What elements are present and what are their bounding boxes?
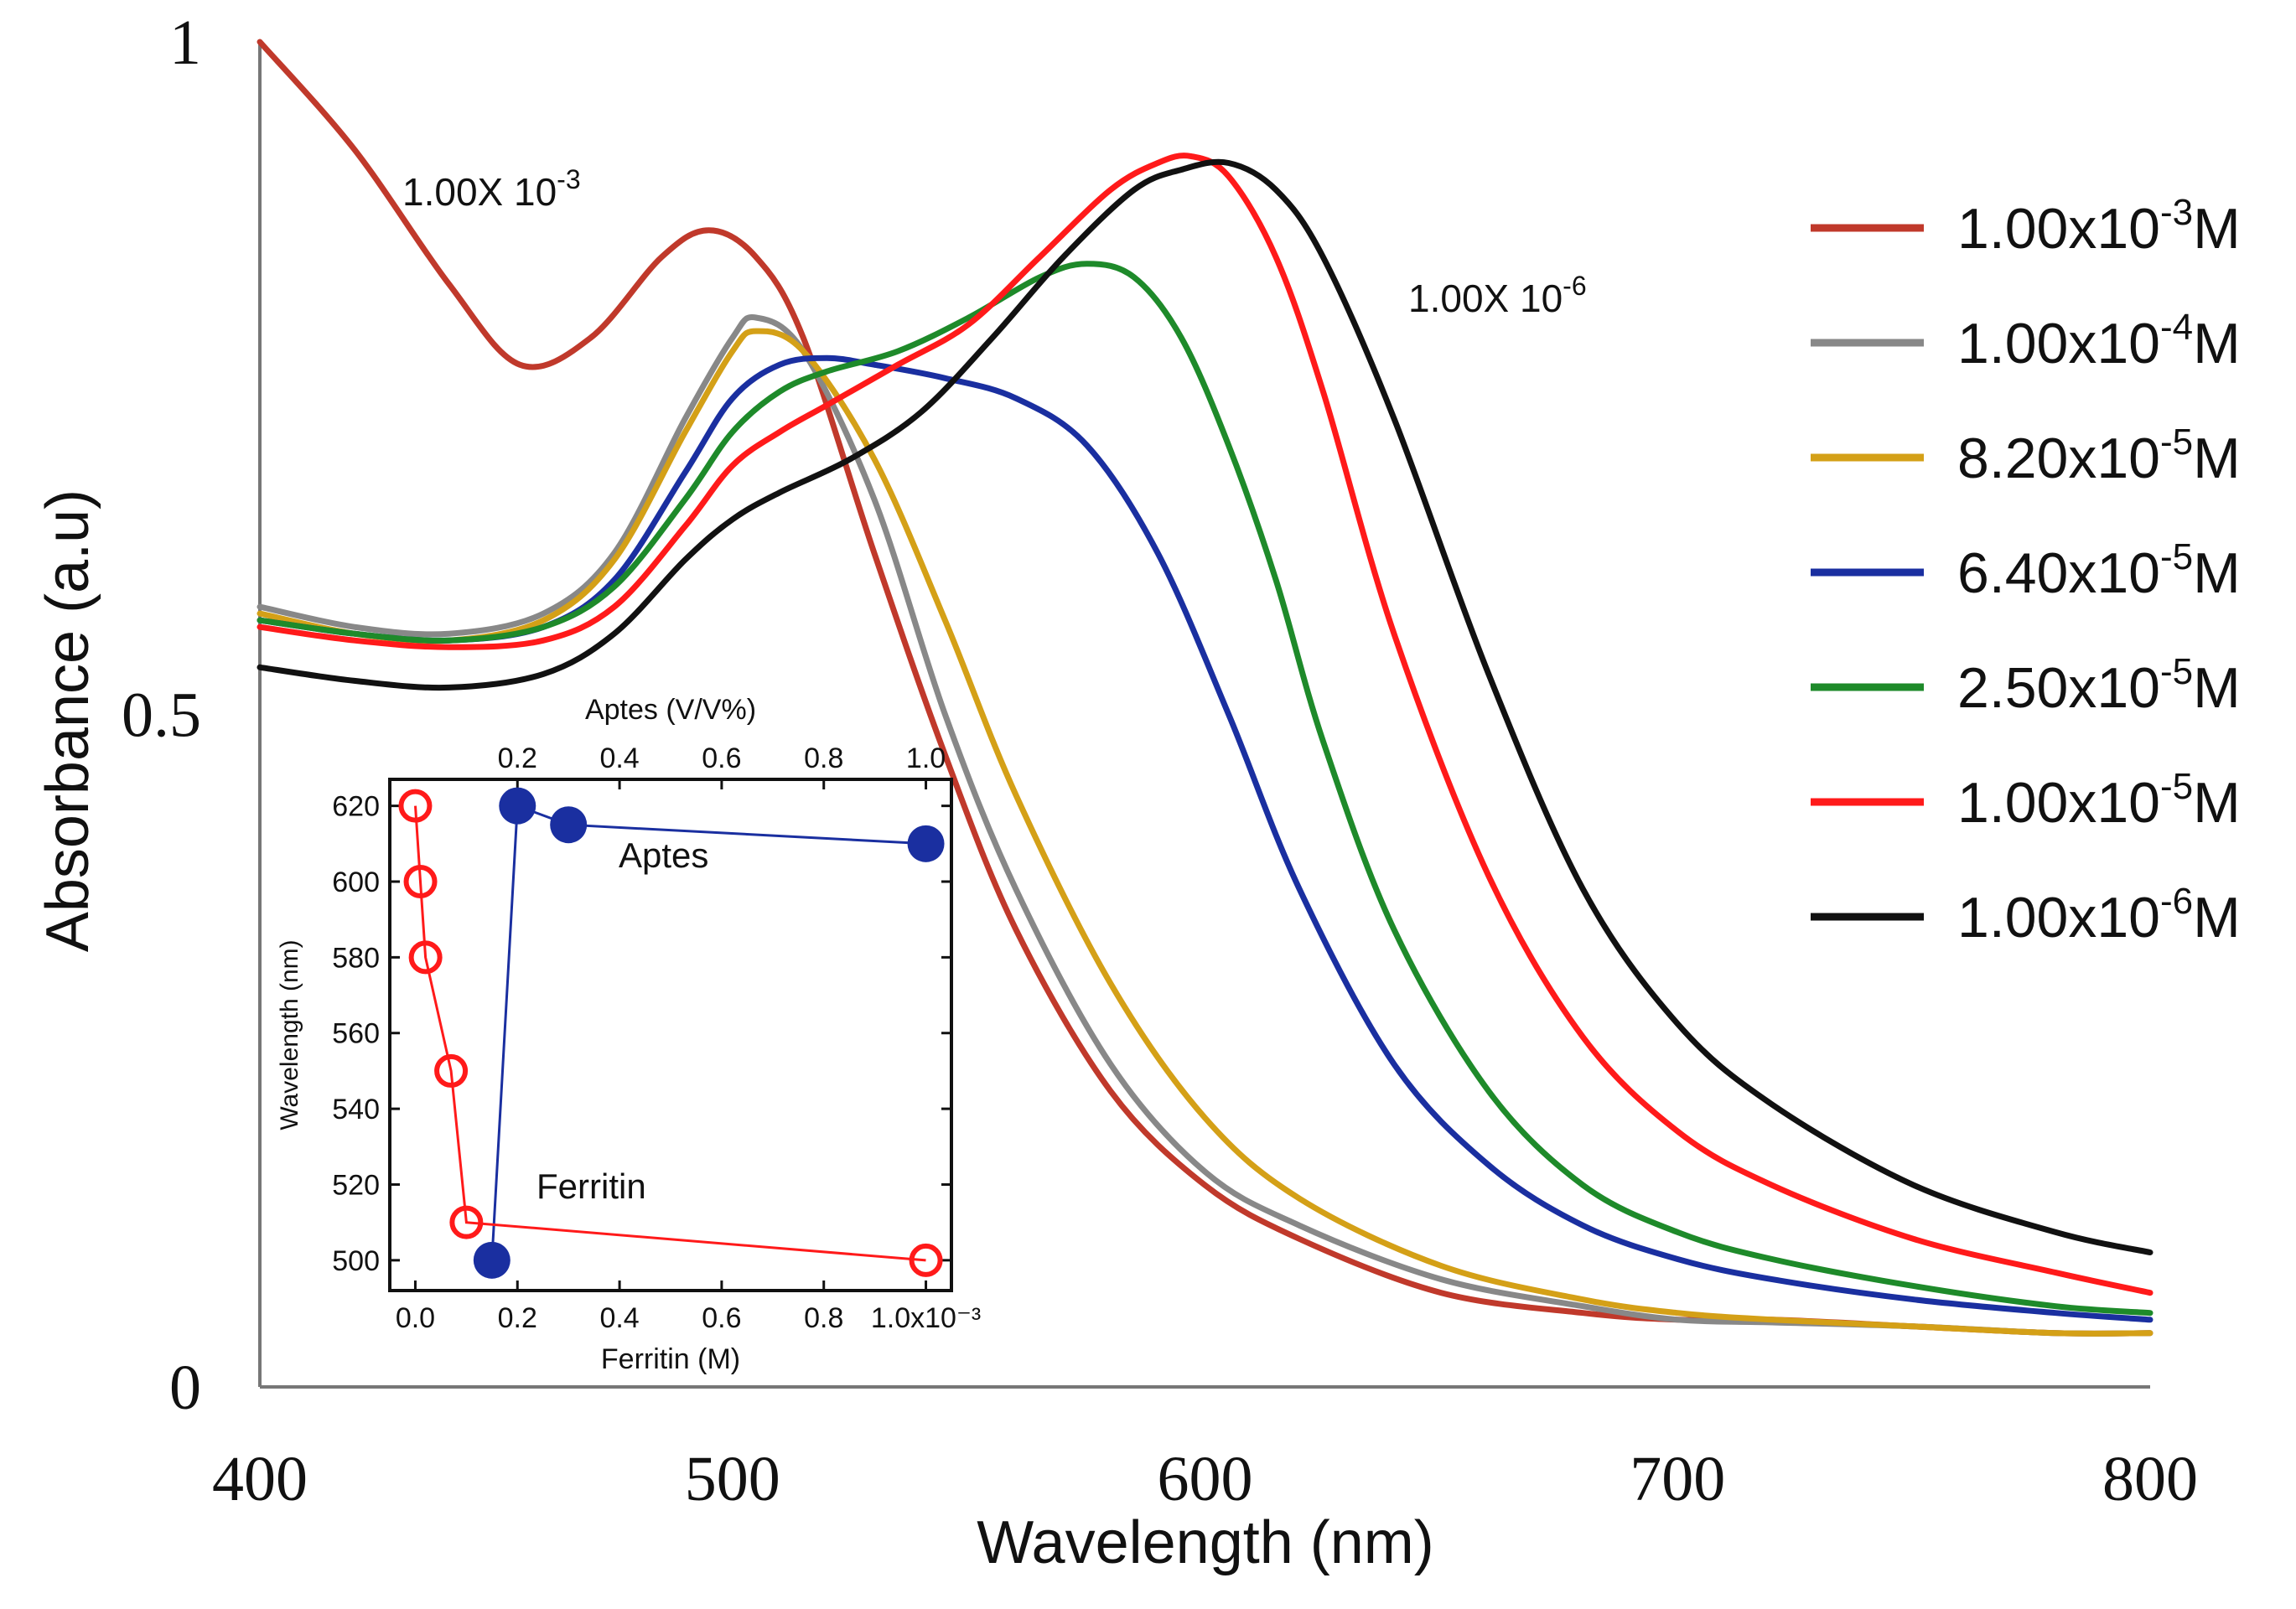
legend-item: 1.00x10-5M <box>1811 766 2241 835</box>
inset-bottom-tick-label: 1.0x10⁻³ <box>871 1302 981 1334</box>
curve-annotation: 1.00X 10-3 <box>402 164 581 214</box>
legend-item: 1.00x10-6M <box>1811 881 2241 949</box>
series-line-5 <box>257 153 2153 1296</box>
x-tick-label: 500 <box>685 1444 780 1514</box>
inset-point-ferritin <box>449 1205 484 1239</box>
inset-series-line-aptes <box>490 804 926 1260</box>
x-tick-label: 700 <box>1630 1444 1725 1514</box>
legend-item: 6.40x10-5M <box>1811 536 2241 605</box>
inset-bottom-axis-label: Ferritin (M) <box>601 1343 740 1375</box>
legend-label: 1.00x10-3M <box>1957 192 2241 261</box>
legend-label: 1.00x10-6M <box>1957 881 2241 949</box>
inset-bottom-tick-label: 0.8 <box>804 1302 843 1334</box>
legend-item: 1.00x10-4M <box>1811 307 2241 375</box>
inset-point-aptes <box>499 787 536 825</box>
inset-tick-labels: 500 520 540 560 580 600 620 0.0 0.2 0.4 0.6 0.8 1.0x… <box>332 742 981 1334</box>
series-line-1 <box>257 313 2153 1337</box>
inset-series-label: Aptes <box>619 836 708 875</box>
inset-point-aptes <box>550 806 588 844</box>
y-tick-label: 1 <box>169 8 201 78</box>
inset-point-ferritin <box>398 789 433 823</box>
inset-bottom-tick-label: 0.4 <box>599 1302 639 1334</box>
inset-y-tick-label: 600 <box>332 867 380 898</box>
inset-point-aptes <box>907 825 945 862</box>
inset-top-tick-label: 0.6 <box>702 742 741 774</box>
inset-top-axis-label: Aptes (V/V%) <box>585 694 756 726</box>
annotations: 1.00X 10-3 1.00X 10-6 <box>402 164 1587 320</box>
inset-y-tick-label: 520 <box>332 1169 380 1201</box>
inset-y-axis-label: Wavelength (nm) <box>276 939 303 1130</box>
inset-point-ferritin <box>408 940 443 975</box>
inset-y-tick-label: 540 <box>332 1094 380 1125</box>
inset-y-tick-label: 560 <box>332 1018 380 1050</box>
x-tick-label: 800 <box>2102 1444 2198 1514</box>
inset-y-tick-label: 580 <box>332 942 380 974</box>
inset-top-tick-label: 0.8 <box>804 742 843 774</box>
series-line-6 <box>257 158 2153 1255</box>
main-axes <box>258 42 2150 1389</box>
x-axis-label: Wavelength (nm) <box>977 1509 1434 1576</box>
inset-series-label: Ferritin <box>536 1167 646 1206</box>
legend: 1.00x10-3M 1.00x10-4M 8.20x10-5M 6.40x10-5M… <box>1811 192 2241 949</box>
x-tick-label: 400 <box>212 1444 308 1514</box>
y-axis-label: Absorbance (a.u) <box>34 489 101 952</box>
series-line-2 <box>257 328 2153 1337</box>
inset-series: Aptes Ferritin <box>398 787 945 1279</box>
legend-item: 2.50x10-5M <box>1811 651 2241 720</box>
main-tick-labels: 400 500 600 700 800 0 0.5 1 <box>122 8 2198 1514</box>
inset-point-ferritin <box>403 865 438 898</box>
inset-point-ferritin <box>909 1243 943 1277</box>
inset-point-aptes <box>473 1241 511 1279</box>
inset-y-tick-label: 620 <box>332 791 380 823</box>
legend-label: 1.00x10-4M <box>1957 307 2241 375</box>
legend-item: 8.20x10-5M <box>1811 422 2241 490</box>
inset-point-ferritin <box>434 1053 469 1088</box>
legend-label: 8.20x10-5M <box>1957 422 2241 490</box>
legend-label: 1.00x10-5M <box>1957 766 2241 835</box>
inset-bottom-tick-label: 0.0 <box>396 1302 435 1334</box>
y-tick-label: 0.5 <box>122 680 201 751</box>
series-line-4 <box>257 261 2153 1317</box>
legend-label: 2.50x10-5M <box>1957 651 2241 720</box>
curve-annotation: 1.00X 10-6 <box>1408 271 1587 320</box>
inset-y-tick-label: 500 <box>332 1245 380 1277</box>
inset-frame <box>388 778 953 1292</box>
x-tick-label: 600 <box>1158 1444 1253 1514</box>
inset-top-tick-label: 0.4 <box>599 742 639 774</box>
inset-bottom-tick-label: 0.2 <box>498 1302 537 1334</box>
legend-item: 1.00x10-3M <box>1811 192 2241 261</box>
main-series-lines <box>257 39 2153 1337</box>
inset-top-tick-label: 1.0 <box>906 742 946 774</box>
inset-top-tick-label: 0.2 <box>498 742 537 774</box>
y-tick-label: 0 <box>169 1353 201 1423</box>
inset-chart: 500 520 540 560 580 600 620 0.0 0.2 0.4 0.6 0.8 1.0x… <box>276 694 981 1375</box>
inset-bottom-tick-label: 0.6 <box>702 1302 741 1334</box>
legend-label: 6.40x10-5M <box>1957 536 2241 605</box>
series-line-3 <box>257 354 2153 1323</box>
